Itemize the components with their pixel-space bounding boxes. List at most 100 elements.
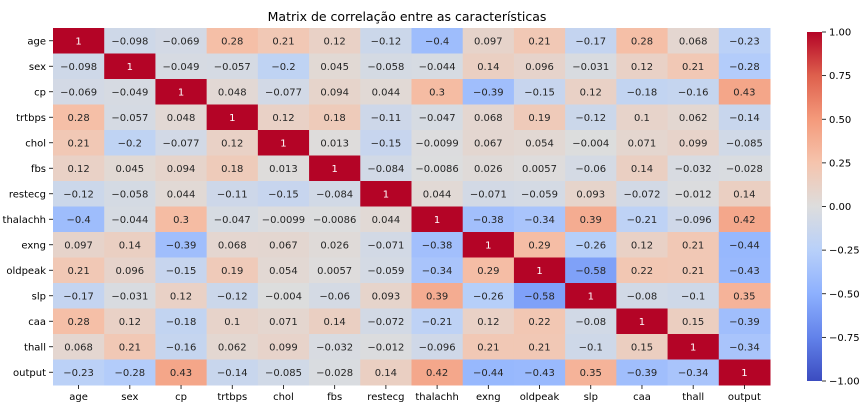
cell-value-label: 0.14 [324,317,346,328]
cell-value-label: −0.08 [627,291,658,302]
cell-value-label: −0.12 [575,113,606,124]
heatmap-cell [462,104,515,131]
heatmap-cell [462,232,515,258]
heatmap-cell [360,206,412,233]
cell-value-label: 0.18 [221,164,243,175]
heatmap-cell [513,155,566,182]
heatmap-cell [565,206,617,233]
heatmap-cell [718,232,771,258]
cell-value-label: 0.12 [221,138,243,149]
heatmap-cell [718,28,771,54]
heatmap-cell [104,155,156,182]
heatmap-cell [309,359,361,386]
heatmap-cell [309,181,361,207]
heatmap-cell [257,53,310,80]
heatmap-cell [309,28,361,54]
x-tick-label: slp [584,392,598,402]
cell-value-label: 0.096 [525,62,554,73]
y-tick-label: caa [28,317,46,328]
cell-value-label: 0.013 [269,164,298,175]
cell-value-label: 0.28 [67,317,89,328]
cell-value-label: −0.057 [214,62,251,73]
cell-value-label: −0.012 [367,342,404,353]
cell-value-label: −0.071 [470,189,507,200]
heatmap-cell [53,53,105,80]
heatmap-cell [718,308,771,335]
y-tick-label: chol [25,138,46,149]
cell-value-label: 0.19 [528,113,550,124]
heatmap-cell [667,181,720,207]
heatmap-cell [360,257,412,284]
heatmap-cell [616,257,669,284]
x-tick-label: output [728,392,761,402]
heatmap-cell [257,359,310,386]
heatmap-cell [616,283,669,309]
heatmap-cell [309,308,361,335]
cell-value-label: 0.062 [679,113,708,124]
heatmap-cell [616,155,669,182]
cell-value-label: −0.028 [316,368,353,379]
cell-value-label: 0.044 [372,215,401,226]
heatmap-cell [53,181,105,207]
cell-value-label: 0.045 [116,164,145,175]
heatmap-cell [411,359,464,386]
colorbar-gradient [807,32,822,381]
cell-value-label: 0.12 [324,36,346,47]
heatmap-cell [104,181,156,207]
heatmap-cell [257,308,310,335]
heatmap-cell [718,104,771,131]
heatmap-cell [155,359,208,386]
cell-value-label: −0.047 [214,215,251,226]
heatmap-cell [309,53,361,80]
cell-value-label: 0.21 [477,342,499,353]
heatmap-cell [616,130,669,156]
cell-value-label: 0.43 [170,368,192,379]
cell-value-label: 0.097 [64,240,93,251]
cell-value-label: 0.093 [372,291,401,302]
chart-title: Matrix de correlação entre as caracterís… [268,9,547,24]
cell-value-label: 0.12 [477,317,499,328]
heatmap-cell [513,104,566,131]
heatmap-cell [513,257,566,284]
x-tick-label: thalachh [415,392,458,402]
heatmap-cell [206,53,259,80]
heatmap-cell [411,181,464,207]
cell-value-label: −0.096 [419,342,456,353]
heatmap-cell [206,232,259,258]
heatmap-cell [667,79,720,105]
colorbar-tick-label: 0.75 [829,71,851,82]
cell-value-label: −0.34 [729,342,760,353]
cell-value-label: −0.084 [316,189,353,200]
cell-value-label: −0.34 [524,215,555,226]
cell-value-label: 0.22 [631,266,653,277]
x-tick-label: thall [682,392,704,402]
cell-value-label: −0.21 [422,317,453,328]
heatmap-cell [53,28,105,54]
heatmap-cell [411,28,464,54]
heatmap-cell [360,155,412,182]
cell-value-label: 1 [741,368,747,379]
cell-value-label: 0.048 [167,113,196,124]
heatmap-cell [667,130,720,156]
heatmap-cell [462,257,515,284]
heatmap-cell [360,104,412,131]
cell-value-label: 0.3 [429,87,445,98]
heatmap-cell [565,181,617,207]
heatmap-cell [616,232,669,258]
cell-value-label: −0.1 [681,291,705,302]
heatmap-cell [206,181,259,207]
cell-value-label: 0.12 [580,87,602,98]
colorbar-tick-label: −0.75 [829,333,860,344]
cell-value-label: 0.43 [733,87,755,98]
heatmap-cell [718,155,771,182]
cell-value-label: −0.0099 [415,138,458,149]
x-tick-label: age [69,392,88,402]
cell-value-label: −0.069 [60,87,97,98]
cell-value-label: −0.14 [729,113,760,124]
y-tick-label: cp [34,87,46,98]
heatmap-cell [257,104,310,131]
heatmap-cell [360,308,412,335]
cell-value-label: −0.049 [111,87,148,98]
heatmap-cell [462,79,515,105]
